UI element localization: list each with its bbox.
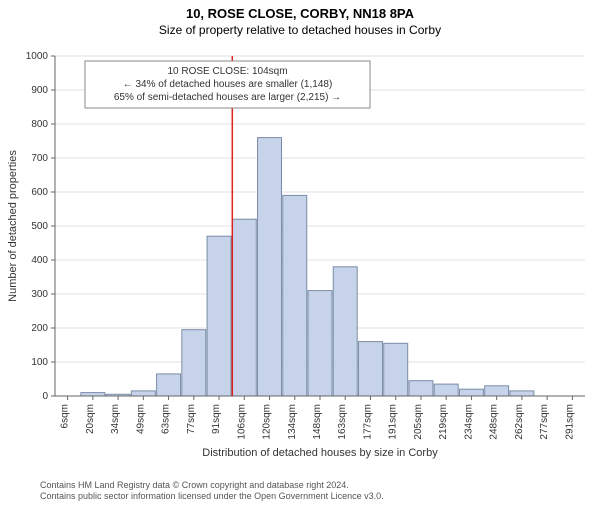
histogram-bar [258, 138, 282, 396]
histogram-bar [485, 386, 509, 396]
histogram-bar [434, 384, 458, 396]
x-tick-label: 291sqm [564, 404, 575, 440]
svg-text:900: 900 [31, 85, 48, 96]
histogram-bar [207, 236, 231, 396]
y-axis-label: Number of detached properties [7, 150, 19, 302]
histogram-bar [157, 374, 181, 396]
footer-attribution: Contains HM Land Registry data © Crown c… [40, 480, 384, 503]
x-tick-label: 106sqm [236, 404, 247, 440]
svg-text:200: 200 [31, 323, 48, 334]
page-subtitle: Size of property relative to detached ho… [0, 23, 600, 37]
x-axis-label: Distribution of detached houses by size … [202, 447, 438, 459]
svg-text:400: 400 [31, 255, 48, 266]
histogram-bar [308, 291, 332, 396]
chart-svg: 0 100 200 300 400 500 600 700 800 900 1000 6sqm 20sq… [0, 46, 600, 466]
annotation-line: ← 34% of detached houses are smaller (1,… [123, 79, 333, 90]
x-tick-label: 262sqm [514, 404, 525, 440]
x-tick-label: 163sqm [337, 404, 348, 440]
x-tick-label: 277sqm [539, 404, 550, 440]
x-tick-label: 20sqm [85, 404, 96, 434]
histogram-bar [510, 391, 534, 396]
annotation-line: 10 ROSE CLOSE: 104sqm [167, 66, 287, 77]
x-tick-label: 6sqm [60, 404, 71, 428]
svg-text:300: 300 [31, 289, 48, 300]
x-tick-label: 191sqm [388, 404, 399, 440]
svg-text:100: 100 [31, 357, 48, 368]
histogram-bar [131, 391, 155, 396]
histogram-bar [409, 381, 433, 396]
x-tick-label: 63sqm [161, 404, 172, 434]
histogram-bar [384, 343, 408, 396]
histogram-bar [459, 389, 483, 396]
x-tick-label: 219sqm [438, 404, 449, 440]
x-tick-label: 248sqm [489, 404, 500, 440]
svg-text:700: 700 [31, 153, 48, 164]
x-tick-label: 234sqm [463, 404, 474, 440]
x-tick-label: 91sqm [211, 404, 222, 434]
histogram-chart: 0 100 200 300 400 500 600 700 800 900 1000 6sqm 20sq… [0, 46, 600, 466]
histogram-bar [232, 219, 256, 396]
histogram-bar [358, 342, 382, 396]
svg-text:600: 600 [31, 187, 48, 198]
histogram-bar [182, 330, 206, 396]
x-tick-label: 148sqm [312, 404, 323, 440]
footer-line-2: Contains public sector information licen… [40, 491, 384, 502]
x-tick-label: 134sqm [287, 404, 298, 440]
x-tick-label: 34sqm [110, 404, 121, 434]
annotation-line: 65% of semi-detached houses are larger (… [114, 92, 341, 103]
svg-text:500: 500 [31, 221, 48, 232]
x-tick-label: 177sqm [362, 404, 373, 440]
x-tick-label: 120sqm [262, 404, 273, 440]
page-title: 10, ROSE CLOSE, CORBY, NN18 8PA [0, 6, 600, 21]
histogram-bar [333, 267, 357, 396]
x-tick-label: 205sqm [413, 404, 424, 440]
x-tick-label: 77sqm [186, 404, 197, 434]
svg-text:1000: 1000 [26, 51, 49, 62]
x-tick-label: 49sqm [135, 404, 146, 434]
svg-text:0: 0 [42, 391, 48, 402]
histogram-bar [283, 195, 307, 396]
svg-text:800: 800 [31, 119, 48, 130]
footer-line-1: Contains HM Land Registry data © Crown c… [40, 480, 384, 491]
histogram-bar [81, 393, 105, 396]
